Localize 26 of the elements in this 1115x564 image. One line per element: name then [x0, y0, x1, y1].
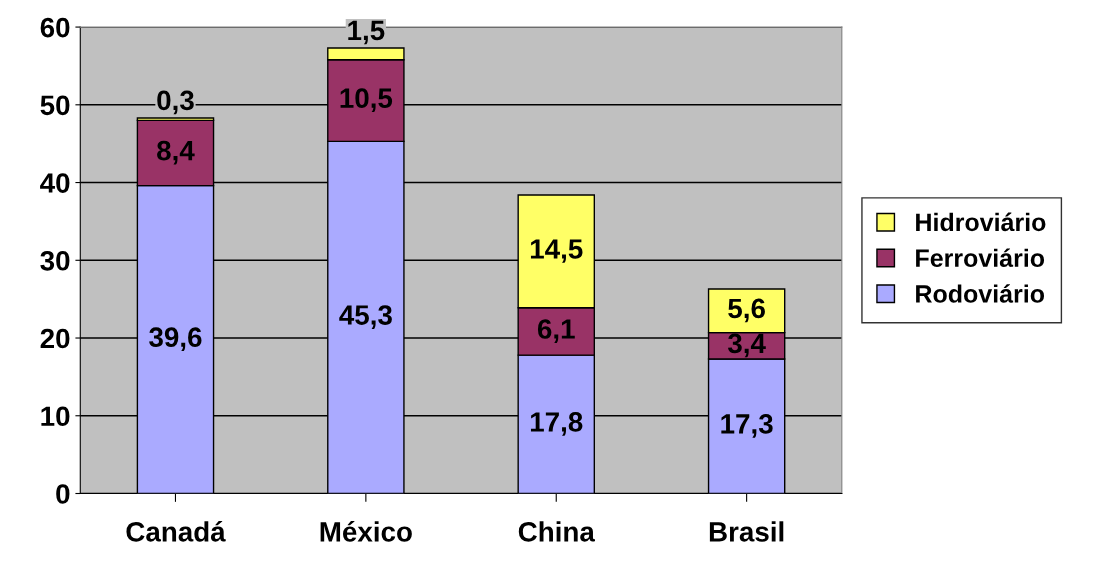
y-tick-label: 50: [40, 95, 70, 116]
legend-label: Rodoviário: [916, 284, 1045, 303]
data-label: 17,8: [530, 412, 583, 436]
y-tick-label: 10: [41, 406, 70, 427]
data-label: 5,6: [728, 298, 765, 323]
x-tick-label: México: [320, 521, 412, 542]
data-label: 6,1: [537, 319, 575, 343]
data-label: 0,3: [157, 90, 194, 115]
y-tick-label: 40: [40, 173, 70, 193]
y-tick-label: 20: [40, 328, 70, 349]
x-tick-label: China: [518, 521, 596, 542]
y-tick-label: 60: [40, 17, 70, 38]
data-label: 45,3: [339, 305, 392, 329]
data-label: 17,3: [721, 414, 773, 438]
data-label: 39,6: [149, 327, 202, 352]
y-tick-label: 30: [40, 250, 70, 271]
data-label: 14,5: [530, 239, 583, 263]
data-label: 1,5: [348, 20, 385, 45]
x-tick-label: Canadá: [126, 521, 226, 542]
data-label: 3,4: [727, 333, 766, 358]
legend-label: Ferroviário: [916, 248, 1045, 267]
data-label: 10,5: [340, 88, 393, 113]
x-tick-label: Brasil: [709, 521, 784, 542]
legend-label: Hidroviário: [916, 212, 1046, 232]
y-tick-label: 0: [56, 484, 70, 504]
data-label: 8,4: [157, 140, 195, 165]
